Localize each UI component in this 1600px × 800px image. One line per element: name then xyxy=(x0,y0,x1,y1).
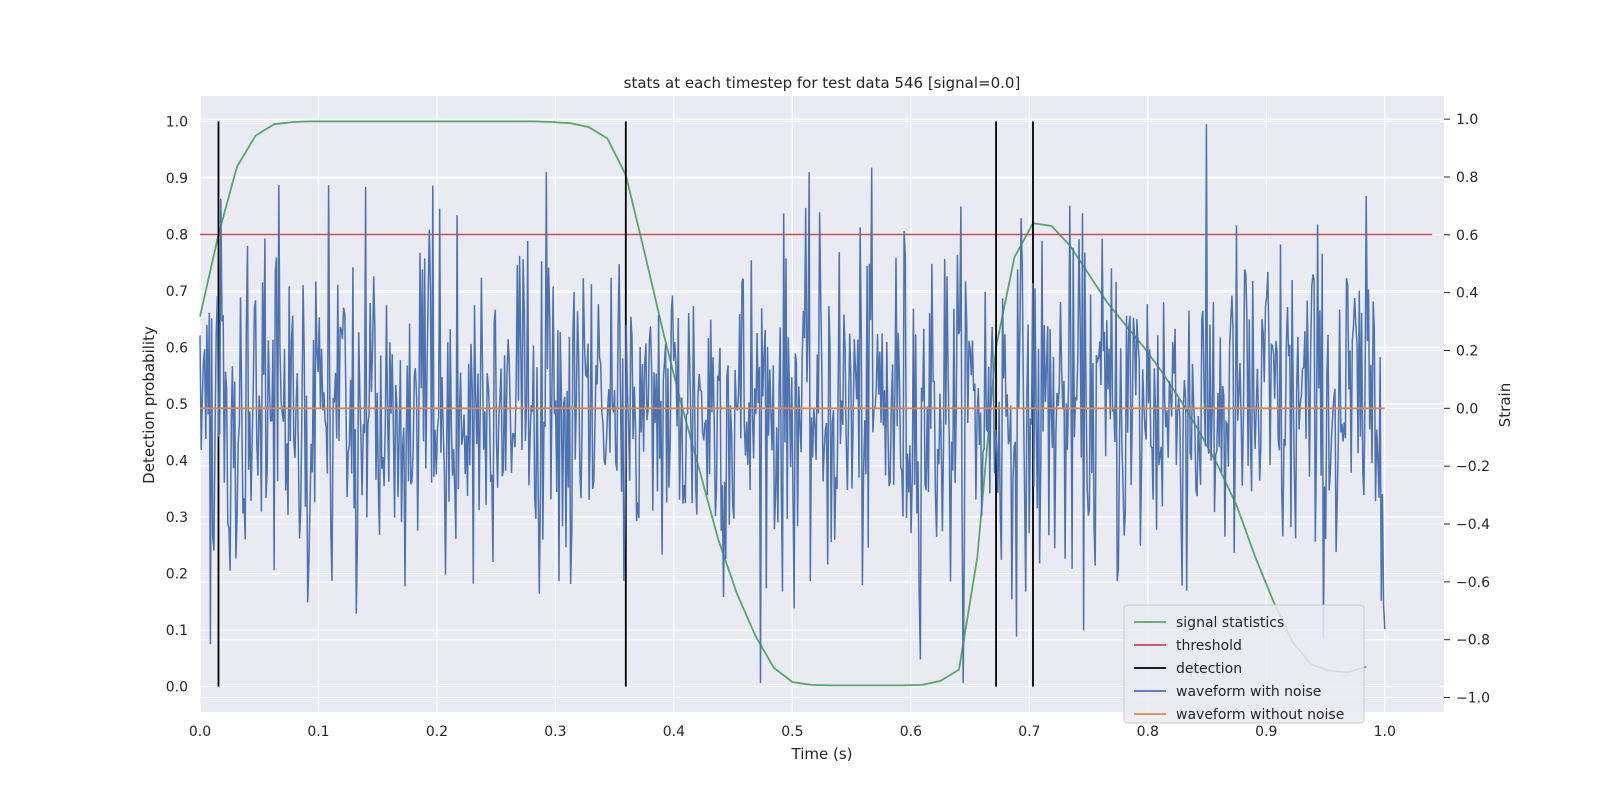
legend-label: detection xyxy=(1176,661,1242,677)
y-axis-label-right: Strain xyxy=(1496,383,1514,427)
y-right-tick-label: −0.4 xyxy=(1456,517,1490,533)
y-right-tick-label: −0.6 xyxy=(1456,575,1490,591)
y-right-tick-label: 0.0 xyxy=(1456,401,1478,417)
y-left-tick-label: 0.6 xyxy=(166,340,188,356)
x-tick-label: 0.9 xyxy=(1255,724,1277,740)
x-tick-label: 0.4 xyxy=(663,724,685,740)
x-axis-label: Time (s) xyxy=(791,745,853,763)
y-left-tick-label: 0.4 xyxy=(166,454,188,470)
y-left-tick-label: 0.5 xyxy=(166,397,188,413)
y-left-tick-label: 0.9 xyxy=(166,171,188,187)
x-tick-label: 0.7 xyxy=(1018,724,1040,740)
series-layer xyxy=(199,120,1433,687)
y-right-tick-label: 0.2 xyxy=(1456,343,1478,359)
legend-label: waveform with noise xyxy=(1176,684,1321,700)
legend: signal statistics threshold detection wavef… xyxy=(1123,604,1365,724)
y-right-tick-label: −0.2 xyxy=(1456,459,1490,475)
waveform-with-noise-line xyxy=(199,124,1386,684)
y-left-tick-label: 0.0 xyxy=(166,680,188,696)
x-tick-label: 0.5 xyxy=(781,724,803,740)
y-left-tick-label: 0.8 xyxy=(166,227,188,243)
y-left-tick-label: 1.0 xyxy=(166,114,188,130)
legend-box xyxy=(1123,604,1365,724)
x-tick-label: 0.6 xyxy=(900,724,922,740)
y-right-tick-label: 1.0 xyxy=(1456,112,1478,128)
legend-label: waveform without noise xyxy=(1176,707,1344,723)
y-left-tick-label: 0.7 xyxy=(166,284,188,300)
y-right-tick-label: −0.8 xyxy=(1456,633,1490,649)
y-left-tick-label: 0.1 xyxy=(166,623,188,639)
x-tick-label: 0.0 xyxy=(189,724,211,740)
y-left-tick-label: 0.2 xyxy=(166,567,188,583)
y-left-tick-label: 0.3 xyxy=(166,510,188,526)
y-right-tick-label: 0.8 xyxy=(1456,170,1478,186)
x-tick-label: 0.2 xyxy=(426,724,448,740)
x-tick-label: 0.3 xyxy=(544,724,566,740)
x-tick-label: 0.8 xyxy=(1137,724,1159,740)
y-right-tick-label: 0.6 xyxy=(1456,228,1478,244)
x-tick-label: 1.0 xyxy=(1374,724,1396,740)
legend-label: threshold xyxy=(1176,638,1242,654)
y-right-tick-label: −1.0 xyxy=(1456,691,1490,707)
legend-label: signal statistics xyxy=(1176,615,1284,631)
legend-entries: signal statistics threshold detection wavef… xyxy=(1134,615,1344,723)
tick-labels: 0.0 0.1 0.2 0.3 0.4 0.5 0.6 0.7 0.8 0.9 1.0 0.0 0.1 0… xyxy=(166,112,1490,740)
y-right-tick-label: 0.4 xyxy=(1456,286,1478,302)
chart-title: stats at each timestep for test data 546… xyxy=(624,74,1021,92)
x-tick-label: 0.1 xyxy=(307,724,329,740)
y-axis-label-left: Detection probability xyxy=(140,326,158,484)
